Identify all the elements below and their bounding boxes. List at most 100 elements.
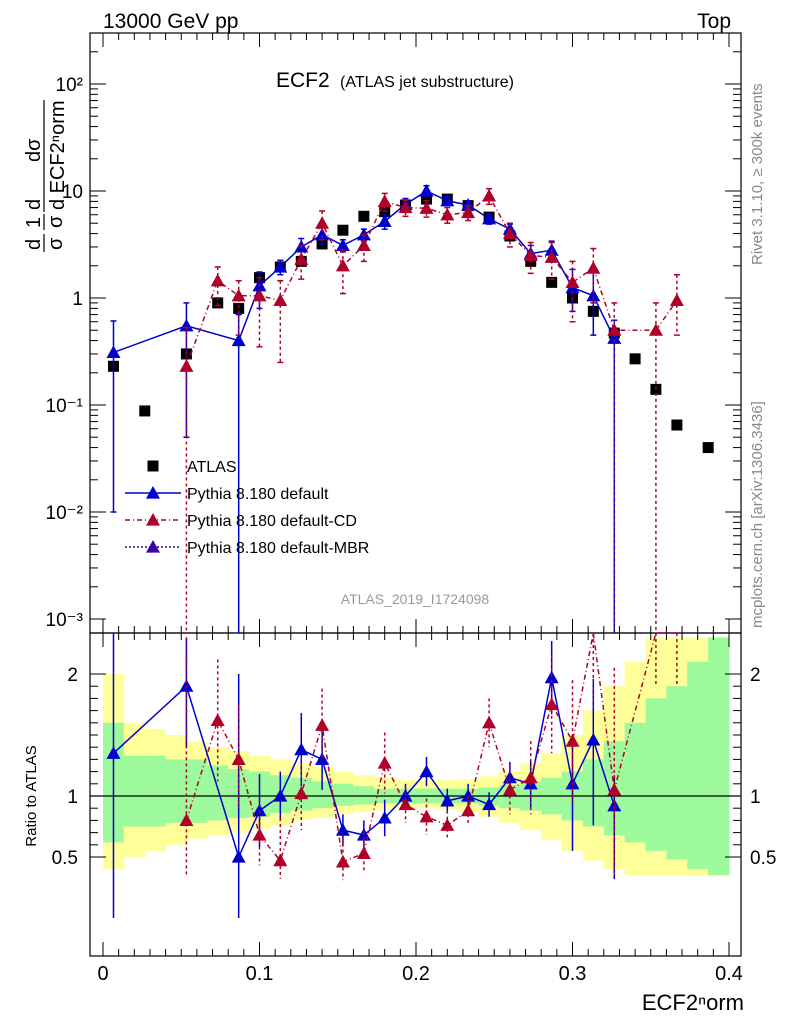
analysis-watermark: ATLAS_2019_I1724098: [341, 591, 490, 607]
legend-entry-cd: Pythia 8.180 default-CD: [125, 513, 357, 530]
series-marker: [106, 345, 121, 359]
header-right: Top: [697, 10, 731, 33]
y-axis-label-main: d σ 1 σ d d ECF2ⁿorm dσ: [23, 100, 69, 252]
band-inner-bin: [186, 759, 208, 823]
plot-title: ECF2: [276, 69, 330, 92]
series-marker: [356, 238, 371, 252]
ratio-y-tick-label-right: 2: [750, 665, 761, 686]
series-marker: [294, 252, 309, 265]
mcplots-label: mcplots.cern.ch [arXiv:1306.3436]: [749, 401, 766, 628]
ratio-marker: [252, 803, 267, 817]
ratio-marker: [315, 752, 330, 765]
ratio-marker: [315, 718, 330, 731]
series-marker: [252, 288, 267, 302]
y-tick-label: 10⁻²: [46, 503, 84, 524]
ratio-marker: [273, 789, 288, 802]
legend-label: Pythia 8.180 default: [187, 486, 329, 503]
band-inner-bin: [666, 686, 688, 860]
ratio-marker: [419, 764, 434, 778]
axis-ticks: 0 0.1 0.2 0.3 0.4 10⁻³ 10⁻² 10⁻¹ 1 10 10² 0.5 0.5 1 1 2…: [46, 33, 776, 985]
x-tick-label: 0.4: [715, 963, 743, 985]
data-point: [629, 353, 641, 365]
y-tick-label: 10²: [56, 75, 83, 96]
data-point: [420, 193, 432, 205]
ratio-marker: [398, 797, 413, 811]
ratio-marker: [377, 756, 392, 769]
x-tick-label: 0.2: [402, 963, 430, 985]
y-tick-label: 10: [62, 182, 83, 203]
legend-marker: [146, 486, 160, 499]
x-axis-label: ECF2ⁿorm: [642, 990, 744, 1015]
ratio-y-tick-label: 1: [67, 787, 78, 808]
svg-text:dσ: dσ: [23, 138, 45, 162]
series-marker: [273, 259, 288, 273]
series-data: [107, 193, 714, 454]
legend-entry-mbr: Pythia 8.180 default-MBR: [125, 540, 369, 557]
ratio-marker: [231, 752, 246, 765]
band-inner-bin: [353, 786, 375, 805]
ratio-marker: [356, 846, 371, 859]
ratio-marker: [523, 770, 538, 784]
rivet-label: Rivet 3.1.10, ≥ 300k events: [749, 83, 766, 265]
ratio-marker: [231, 850, 246, 863]
series-marker: [607, 323, 622, 336]
legend-label: ATLAS: [187, 459, 237, 476]
series-marker: [335, 258, 350, 272]
ratio-marker: [179, 813, 194, 826]
ratio-marker: [252, 828, 267, 841]
x-tick-label: 0.3: [559, 963, 587, 985]
legend-label: Pythia 8.180 default-MBR: [187, 540, 369, 557]
series-marker: [607, 331, 622, 344]
series-default: [106, 184, 622, 633]
legend-label: Pythia 8.180 default-CD: [187, 513, 357, 530]
band-inner-bin: [708, 637, 730, 876]
series-marker: [419, 184, 434, 197]
data-point: [337, 224, 349, 236]
ratio-marker: [544, 697, 559, 711]
series-marker: [502, 226, 517, 240]
ratio-marker: [440, 793, 455, 807]
y-tick-label: 1: [72, 289, 83, 310]
legend-marker: [147, 460, 159, 472]
y-tick-label: 10⁻¹: [46, 396, 84, 417]
plot-subtitle: (ATLAS jet substructure): [340, 74, 514, 91]
svg-text:σ: σ: [45, 237, 67, 250]
series-marker: [179, 318, 194, 332]
ratio-marker: [482, 797, 497, 811]
band-inner-bin: [624, 722, 647, 843]
series-marker: [398, 200, 413, 214]
series-marker: [377, 194, 392, 207]
series-marker: [419, 201, 434, 214]
band-inner-bin: [123, 755, 146, 827]
y-tick-label: 10⁻³: [46, 610, 84, 631]
x-tick-label: 0: [97, 963, 108, 985]
ratio-marker: [294, 742, 309, 756]
legend-marker: [146, 540, 160, 553]
legend-entry-data: ATLAS: [147, 459, 237, 476]
svg-text:d: d: [23, 239, 45, 250]
ratio-marker: [502, 782, 517, 796]
svg-text:d: d: [23, 199, 45, 210]
ratio-marker: [294, 786, 309, 800]
ratio-marker: [586, 732, 601, 746]
band-inner-bin: [645, 698, 667, 851]
series-cd: [179, 187, 684, 633]
series-marker: [669, 293, 684, 306]
legend: ATLAS Pythia 8.180 default Pythia 8.180 de…: [125, 459, 369, 557]
data-point: [358, 210, 370, 222]
series-marker: [231, 333, 246, 347]
band-inner-bin: [165, 759, 187, 823]
ratio-marker: [544, 670, 559, 684]
band-inner-bin: [144, 755, 167, 827]
data-point: [233, 302, 245, 314]
band-inner-bin: [311, 781, 334, 809]
svg-text:1: 1: [23, 217, 45, 228]
ratio-marker: [210, 713, 225, 726]
header-left: 13000 GeV pp: [103, 10, 238, 33]
y-axis-label-ratio: Ratio to ATLAS: [23, 745, 40, 846]
ratio-marker: [419, 809, 434, 823]
svg-text:σ: σ: [45, 215, 67, 228]
series-marker: [231, 288, 246, 302]
data-point: [546, 276, 558, 288]
